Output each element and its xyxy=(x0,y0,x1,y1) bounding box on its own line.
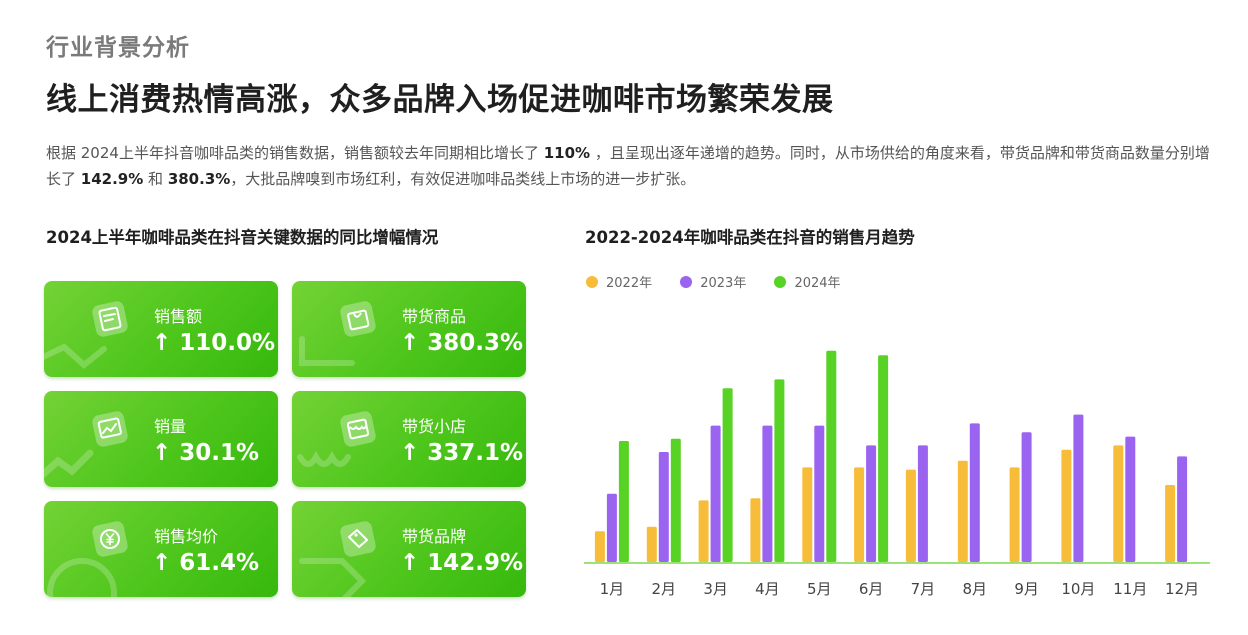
card-decoration xyxy=(299,336,355,366)
intro-highlight-sales: 110% xyxy=(543,144,591,162)
bar-2024年-4月 xyxy=(774,379,785,562)
bar-2022年-4月 xyxy=(750,498,761,562)
bar-2022年-10月 xyxy=(1061,449,1072,562)
chart-title: 2022-2024年咖啡品类在抖音的销售月趋势 xyxy=(585,228,915,247)
bar-2023年-7月 xyxy=(917,445,928,562)
card-label: 带货品牌 xyxy=(402,527,467,546)
card-decoration xyxy=(47,558,117,597)
x-tick-label: 11月 xyxy=(1113,580,1147,598)
legend-label: 2024年 xyxy=(794,276,841,291)
x-tick-label: 10月 xyxy=(1061,580,1095,598)
card-label: 销量 xyxy=(154,417,187,436)
chart-legend: 2022年 2023年 2024年 xyxy=(586,272,865,291)
bar-2022年-7月 xyxy=(905,469,916,562)
bar-2022年-12月 xyxy=(1165,485,1176,562)
card-label: 销售额 xyxy=(154,307,203,326)
metric-card-stores: 带货小店 ↑ 337.1% xyxy=(292,391,526,487)
bar-2023年-6月 xyxy=(866,445,877,562)
bar-2022年-3月 xyxy=(698,500,709,562)
store-icon xyxy=(336,407,380,451)
left-panel-title: 2024上半年咖啡品类在抖音关键数据的同比增幅情况 xyxy=(46,228,439,247)
price-tag-icon xyxy=(336,517,380,561)
intro-paragraph: 根据 2024上半年抖音咖啡品类的销售数据，销售额较去年同期相比增长了 110%… xyxy=(46,140,1211,192)
legend-item-2024: 2024年 xyxy=(774,272,841,291)
x-tick-label: 7月 xyxy=(911,580,936,598)
bar-2023年-8月 xyxy=(969,423,980,562)
legend-label: 2022年 xyxy=(606,276,653,291)
metric-card-avg-price: 销售均价 ↑ 61.4% xyxy=(44,501,278,597)
intro-highlight-products: 380.3% xyxy=(167,170,231,188)
card-value: ↑ 110.0% xyxy=(152,330,276,356)
metric-card-products: 带货商品 ↑ 380.3% xyxy=(292,281,526,377)
bar-2024年-2月 xyxy=(670,438,681,562)
x-tick-label: 12月 xyxy=(1165,580,1199,598)
x-tick-label: 6月 xyxy=(859,580,884,598)
section-label: 行业背景分析 xyxy=(46,35,190,61)
trend-chart-icon xyxy=(88,407,132,451)
bar-2023年-3月 xyxy=(710,425,721,562)
card-label: 带货小店 xyxy=(402,417,467,436)
legend-item-2022: 2022年 xyxy=(586,272,652,291)
bar-chart: 1月 2月 3月 4月 5月 6月 7月 8月 9月 10月 11月 12月 xyxy=(584,350,1210,598)
card-value: ↑ 142.9% xyxy=(400,550,524,576)
card-value: ↑ 61.4% xyxy=(152,550,260,576)
x-tick-label: 8月 xyxy=(963,580,988,598)
card-decoration xyxy=(44,343,107,369)
legend-label: 2023年 xyxy=(700,276,747,291)
bar-2022年-1月 xyxy=(594,531,605,562)
intro-text: ，大批品牌嗅到市场红利，有效促进咖啡品类线上市场的进一步扩张。 xyxy=(230,170,696,188)
intro-text: 根据 2024上半年抖音咖啡品类的销售数据，销售额较去年同期相比增长了 xyxy=(46,144,544,162)
x-tick-label: 2月 xyxy=(652,580,677,598)
yuan-coin-icon xyxy=(88,517,132,561)
card-decoration xyxy=(299,558,367,597)
intro-text: 和 xyxy=(143,170,168,188)
bar-2023年-9月 xyxy=(1021,432,1032,562)
bar-2024年-6月 xyxy=(878,355,889,562)
card-decoration xyxy=(44,449,94,479)
intro-text: ，且呈现出逐年递增的趋势。同时，从市场供给的角度来看，带货品牌和带货商品数量分别… xyxy=(46,144,1210,188)
card-label: 销售均价 xyxy=(154,527,219,546)
legend-marker xyxy=(586,276,598,288)
bar-2022年-9月 xyxy=(1009,467,1020,562)
bar-2023年-11月 xyxy=(1125,436,1136,562)
receipt-icon xyxy=(88,297,132,341)
bar-2023年-2月 xyxy=(658,452,669,562)
bar-2023年-5月 xyxy=(814,425,825,562)
bar-2024年-3月 xyxy=(722,388,733,562)
x-tick-label: 5月 xyxy=(807,580,832,598)
bar-2022年-8月 xyxy=(957,460,968,562)
x-tick-label: 1月 xyxy=(600,580,625,598)
card-value: ↑ 30.1% xyxy=(152,440,260,466)
bar-2022年-6月 xyxy=(854,467,865,562)
legend-item-2023: 2023年 xyxy=(680,272,746,291)
intro-highlight-brands: 142.9% xyxy=(80,170,144,188)
metric-card-sales-volume: 销量 ↑ 30.1% xyxy=(44,391,278,487)
bar-2022年-5月 xyxy=(802,467,813,562)
card-decoration xyxy=(297,450,351,467)
bar-2023年-10月 xyxy=(1073,414,1084,562)
bar-2023年-12月 xyxy=(1177,456,1188,562)
bar-2023年-4月 xyxy=(762,425,773,562)
metric-card-sales-amount: 销售额 ↑ 110.0% xyxy=(44,281,278,377)
x-tick-label: 4月 xyxy=(755,580,780,598)
legend-marker xyxy=(774,276,787,288)
legend-marker xyxy=(680,276,693,288)
card-value: ↑ 380.3% xyxy=(400,330,524,356)
x-tick-label: 3月 xyxy=(703,580,728,598)
x-tick-label: 9月 xyxy=(1014,580,1039,598)
bar-2023年-1月 xyxy=(606,493,617,562)
metric-card-brands: 带货品牌 ↑ 142.9% xyxy=(292,501,526,597)
bar-2022年-2月 xyxy=(646,526,657,562)
bar-2024年-1月 xyxy=(618,441,629,562)
card-value: ↑ 337.1% xyxy=(400,440,524,466)
shopping-bag-icon xyxy=(336,297,380,341)
card-label: 带货商品 xyxy=(402,307,467,326)
bar-2022年-11月 xyxy=(1113,445,1124,562)
bar-2024年-5月 xyxy=(826,350,837,562)
page-headline: 线上消费热情高涨，众多品牌入场促进咖啡市场繁荣发展 xyxy=(46,82,834,118)
